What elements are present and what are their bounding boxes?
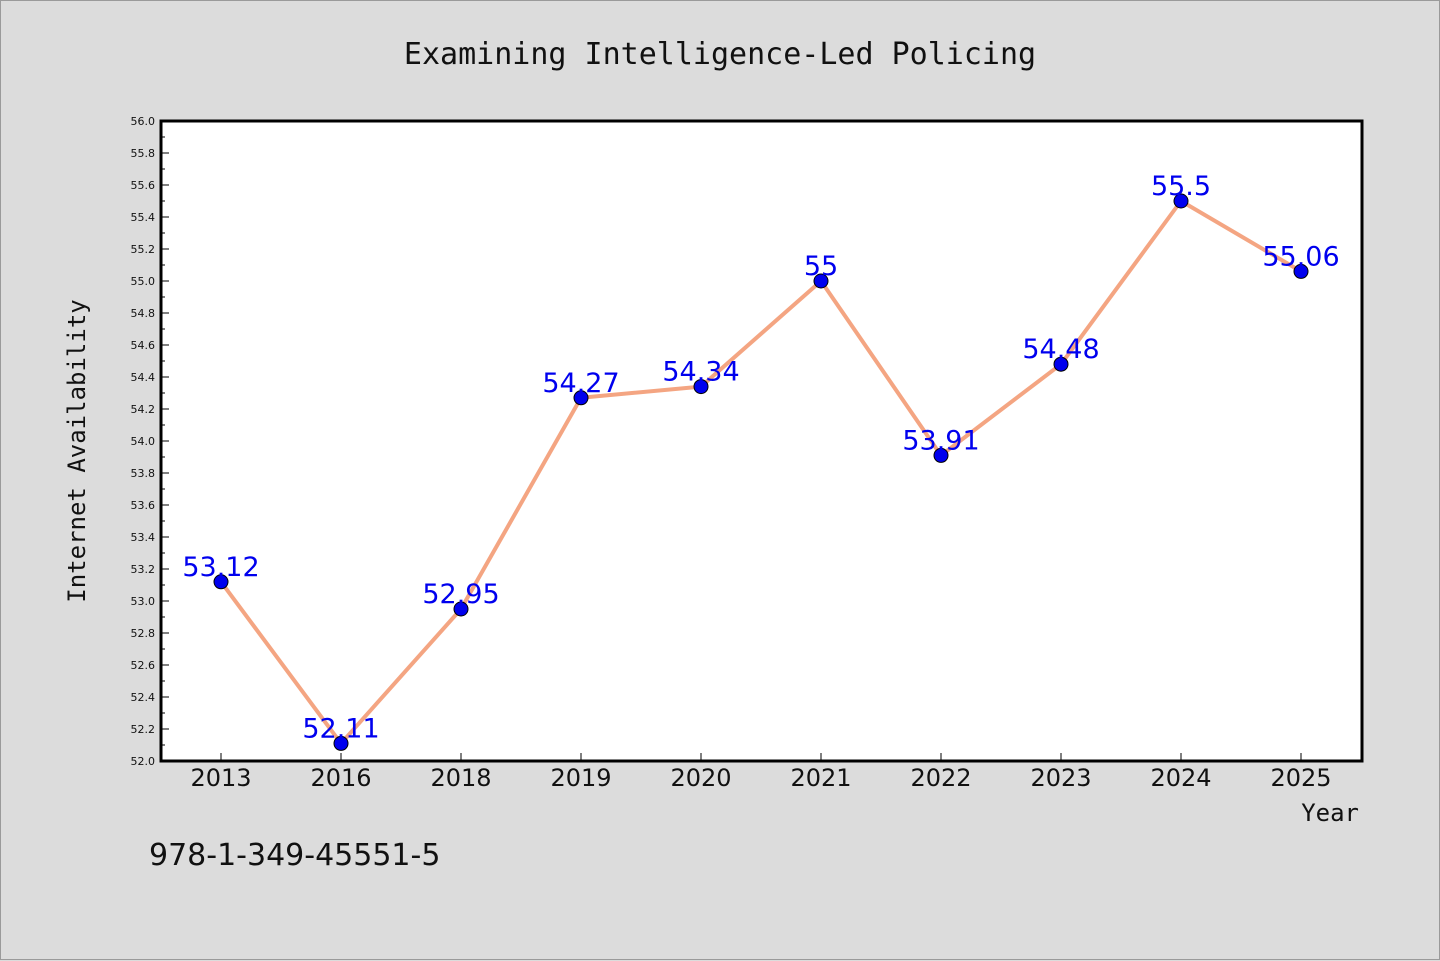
x-tick-label: 2021 xyxy=(790,764,851,792)
x-axis: 2013 2016 2018 2019 2020 2021 2022 2023 2024 2025 xyxy=(190,753,1332,792)
data-label: 53.91 xyxy=(902,425,979,456)
y-tick-label: 54.2 xyxy=(131,403,156,416)
data-point xyxy=(1173,193,1189,209)
data-point xyxy=(213,574,229,590)
y-tick-label: 53.8 xyxy=(131,467,156,480)
data-label: 53.12 xyxy=(182,552,259,583)
y-tick-label: 52.2 xyxy=(131,723,156,736)
data-point xyxy=(1293,263,1309,279)
y-tick-label: 56.0 xyxy=(131,115,156,128)
y-axis: 52.0 52.2 52.4 52.6 52.8 53.0 53.2 53.4 53.6 53.8… xyxy=(131,115,169,768)
data-label: 55.5 xyxy=(1151,171,1211,202)
y-tick-label: 54.6 xyxy=(131,339,156,352)
y-tick-label: 55.0 xyxy=(131,275,156,288)
x-tick-label: 2018 xyxy=(430,764,491,792)
data-point xyxy=(573,390,589,406)
isbn-annotation: 978-1-349-45551-5 xyxy=(149,838,440,873)
data-label: 55.06 xyxy=(1262,241,1339,272)
data-label: 52.11 xyxy=(302,713,379,744)
series-layer xyxy=(213,193,1309,751)
x-axis-label: Year xyxy=(1301,799,1359,827)
x-tick-label: 2025 xyxy=(1270,764,1331,792)
chart-title: Examining Intelligence-Led Policing xyxy=(404,37,1036,72)
x-tick-label: 2020 xyxy=(670,764,731,792)
data-label: 52.95 xyxy=(422,579,499,610)
data-label: 54.34 xyxy=(662,357,739,388)
x-tick-label: 2024 xyxy=(1150,764,1211,792)
y-tick-label: 54.8 xyxy=(131,307,156,320)
y-axis-label: Internet Availability xyxy=(63,299,91,602)
data-point xyxy=(453,601,469,617)
data-point xyxy=(1053,356,1069,372)
y-tick-label: 55.2 xyxy=(131,243,156,256)
data-labels: 53.12 52.11 52.95 54.27 54.34 55 53.91 54.48 55.… xyxy=(182,171,1339,744)
x-tick-label: 2016 xyxy=(310,764,371,792)
y-tick-label: 52.0 xyxy=(131,755,156,768)
y-tick-label: 52.4 xyxy=(131,691,156,704)
y-tick-label: 55.6 xyxy=(131,179,156,192)
data-label: 54.48 xyxy=(1022,334,1099,365)
data-label: 54.27 xyxy=(542,368,619,399)
y-tick-label: 53.0 xyxy=(131,595,156,608)
y-tick-label: 53.4 xyxy=(131,531,156,544)
series-line xyxy=(219,199,1303,746)
y-tick-label: 53.6 xyxy=(131,499,156,512)
y-tick-label: 55.4 xyxy=(131,211,156,224)
y-tick-label: 55.8 xyxy=(131,147,156,160)
data-point xyxy=(333,735,349,751)
data-point xyxy=(813,273,829,289)
y-tick-label: 53.2 xyxy=(131,563,156,576)
x-tick-label: 2013 xyxy=(190,764,251,792)
plot-area xyxy=(159,119,1364,763)
data-label: 55 xyxy=(804,251,838,282)
y-tick-label: 54.4 xyxy=(131,371,156,384)
data-point xyxy=(933,447,949,463)
x-tick-label: 2023 xyxy=(1030,764,1091,792)
y-tick-label: 54.0 xyxy=(131,435,156,448)
x-tick-label: 2019 xyxy=(550,764,611,792)
x-tick-label: 2022 xyxy=(910,764,971,792)
data-point xyxy=(693,379,709,395)
y-tick-label: 52.8 xyxy=(131,627,156,640)
y-tick-label: 52.6 xyxy=(131,659,156,672)
